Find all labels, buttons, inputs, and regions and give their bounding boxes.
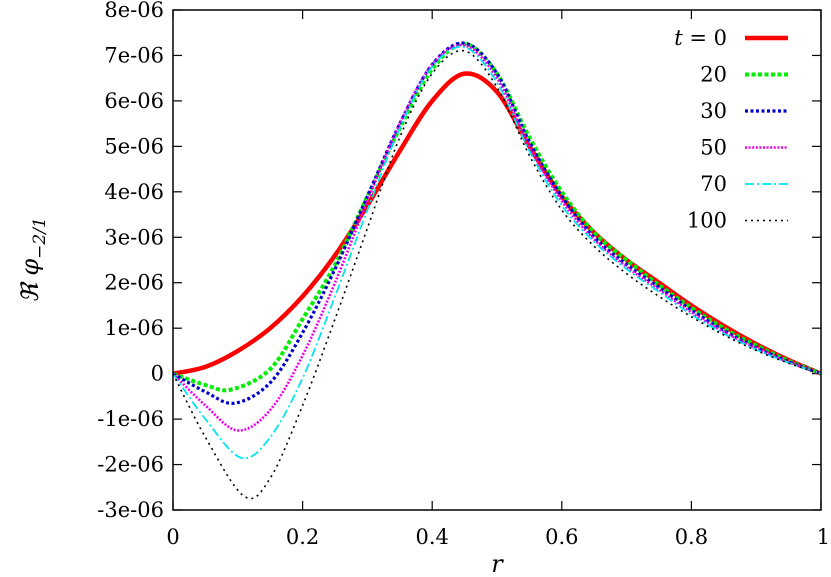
y-axis-label-main: ℜ φ (16, 259, 44, 303)
y-axis-label: ℜ φ−2/1 (16, 217, 50, 303)
series-line-t-30 (172, 41, 822, 405)
series-layer (172, 41, 822, 500)
legend-label-t-30: 30 (700, 99, 727, 123)
y-axis-label-group: ℜ φ−2/1 (16, 217, 50, 303)
x-axis-label: r (491, 550, 504, 577)
y-tick-label: 4e-06 (104, 180, 164, 204)
y-tick-label: 2e-06 (104, 271, 164, 295)
y-tick-label: 0 (151, 362, 164, 386)
series-line-t-100 (172, 49, 822, 500)
y-tick-label: 7e-06 (104, 43, 164, 67)
legend: t = 0 20 30 50 70 100 (674, 26, 788, 233)
y-tick-label: 6e-06 (104, 89, 164, 113)
y-tick-label: 3e-06 (104, 225, 164, 249)
y-tick-label: -2e-06 (97, 453, 164, 477)
series-line-t-0 (172, 71, 822, 376)
series-line-t-70 (172, 45, 822, 460)
y-axis-label-subscript: −2/1 (30, 217, 50, 259)
series-line-t-50 (172, 43, 822, 432)
plot-frame (172, 9, 822, 511)
legend-label-t-100: 100 (687, 209, 727, 233)
y-tick-label: -1e-06 (97, 407, 164, 431)
y-tick-label: 1e-06 (104, 316, 164, 340)
y-tick-label: 8e-06 (104, 0, 164, 22)
x-tick-label: 0.8 (675, 525, 708, 549)
legend-label-t-0: t = 0 (674, 26, 727, 50)
legend-label-t-70: 70 (700, 172, 727, 196)
x-tick-label: 0.2 (286, 525, 319, 549)
x-tick-label: 0 (166, 525, 179, 549)
series-line-t-20 (172, 42, 822, 393)
x-tick-label: 1 (817, 525, 830, 549)
y-tick-label: -3e-06 (97, 498, 164, 522)
tick-layer: -3e-06 -2e-06 -1e-06 0 1e-06 2e-06 3e-06 4e-06 5… (97, 0, 830, 549)
x-tick-label: 0.6 (545, 525, 578, 549)
y-tick-label: 5e-06 (104, 134, 164, 158)
x-tick-label: 0.4 (415, 525, 448, 549)
legend-label-t-50: 50 (700, 136, 727, 160)
legend-label-t-20: 20 (700, 63, 727, 87)
